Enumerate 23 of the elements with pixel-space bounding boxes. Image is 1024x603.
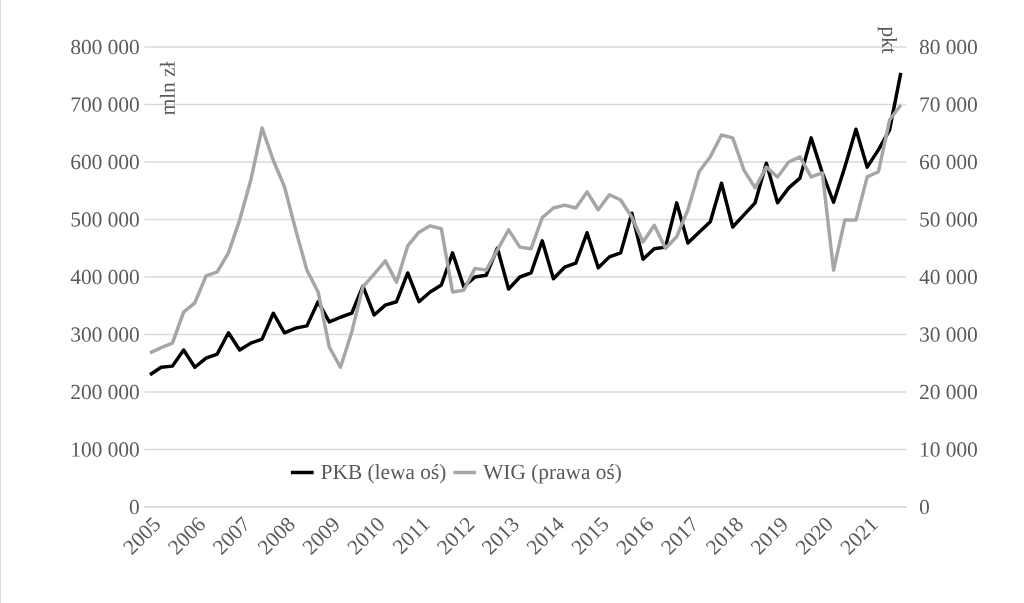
- x-tick-label: 2011: [392, 518, 430, 555]
- y2-tick-label: 10 000: [921, 442, 977, 457]
- y-tick-label: 0: [129, 499, 139, 515]
- y-tick-label: 200 000: [71, 384, 139, 400]
- y-tick-label: 100 000: [72, 442, 139, 457]
- y2-tick-label: 0: [919, 499, 929, 515]
- y-tick-label: 500 000: [71, 212, 139, 227]
- y-axis-title: mln zł: [159, 61, 175, 115]
- legend-label: PKB (lewa oś): [321, 464, 446, 484]
- y2-tick-label: 40 000: [919, 269, 977, 285]
- y-tick-label: 700 000: [71, 97, 139, 112]
- y2-axis-title: pkt: [877, 26, 898, 54]
- y2-tick-label: 60 000: [920, 154, 977, 170]
- y2-tick-label: 50 000: [920, 212, 977, 227]
- legend-label: WIG (prawa oś): [483, 464, 621, 484]
- y-tick-label: 400 000: [70, 269, 139, 285]
- y2-tick-label: 70 000: [920, 97, 977, 112]
- y2-tick-label: 80 000: [919, 39, 977, 55]
- y-tick-label: 800 000: [71, 39, 139, 55]
- y2-tick-label: 30 000: [920, 327, 977, 342]
- y-tick-label: 300 000: [71, 327, 139, 342]
- y2-tick-label: 20 000: [920, 384, 977, 400]
- y-tick-label: 600 000: [71, 154, 139, 170]
